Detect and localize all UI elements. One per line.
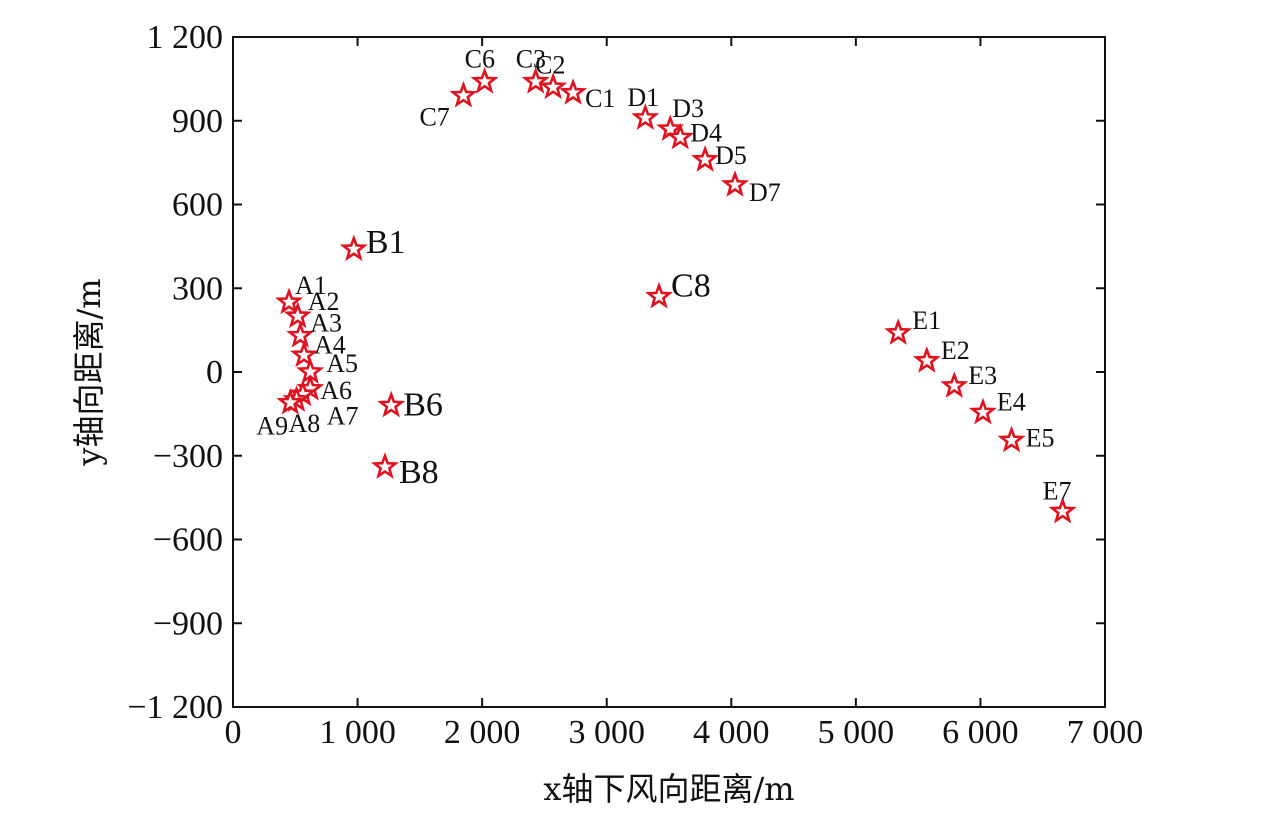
point-D1	[631, 103, 660, 130]
point-label-A5: A5	[326, 349, 358, 378]
point-label-A2: A2	[308, 287, 340, 316]
point-label-E7: E7	[1043, 477, 1072, 506]
point-label-A4: A4	[314, 330, 346, 359]
data-points	[275, 66, 1077, 524]
y-tick-label: 600	[172, 187, 223, 224]
point-label-A3: A3	[310, 309, 342, 338]
point-label-B8: B8	[399, 454, 439, 491]
point-B6	[377, 390, 406, 418]
y-tick-label: 900	[172, 103, 223, 140]
tick-labels: 0 1 000 2 000 3 000 4 000 5 000 6 000 7 000 −1 2…	[127, 19, 1143, 751]
point-E7	[1048, 496, 1077, 524]
y-axis-title: y轴向距离/m	[70, 278, 108, 466]
point-D5	[691, 145, 720, 172]
x-tick-label: 0	[225, 714, 242, 751]
y-tick-label: 1 200	[147, 19, 224, 56]
point-C7	[449, 80, 478, 108]
point-label-C3: C3	[516, 45, 546, 74]
y-tick-label: 300	[172, 270, 223, 307]
point-E3	[940, 371, 969, 398]
point-D7	[721, 170, 750, 197]
point-B8	[370, 452, 399, 479]
point-label-C6: C6	[465, 45, 495, 74]
point-label-A8: A8	[289, 409, 321, 438]
point-E5	[997, 425, 1026, 453]
point-label-A1: A1	[295, 271, 327, 300]
point-E4	[968, 397, 997, 425]
point-label-D5: D5	[715, 141, 747, 170]
point-label-A9: A9	[256, 412, 288, 441]
x-tick-label: 5 000	[818, 714, 895, 751]
point-label-E5: E5	[1026, 423, 1055, 452]
y-tick-label: −600	[153, 522, 223, 559]
point-A3	[286, 320, 315, 348]
point-label-D7: D7	[749, 178, 781, 207]
y-tick-label: −1 200	[127, 689, 223, 726]
point-label-E1: E1	[912, 306, 941, 335]
point-label-D4: D4	[690, 119, 722, 148]
point-C8	[645, 281, 674, 309]
y-tick-label: −900	[153, 605, 223, 642]
point-A4	[289, 340, 319, 368]
x-tick-label: 2 000	[444, 714, 521, 751]
point-C1	[559, 78, 588, 105]
point-B1	[339, 234, 368, 262]
axis-ticks	[232, 36, 1106, 708]
point-label-D3: D3	[672, 94, 704, 123]
point-D4	[666, 122, 695, 150]
x-tick-label: 6 000	[942, 714, 1019, 751]
point-label-A7: A7	[327, 401, 359, 430]
y-tick-label: 0	[206, 354, 223, 391]
point-label-C2: C2	[535, 50, 565, 79]
x-tick-label: 7 000	[1067, 714, 1144, 751]
point-label-C7: C7	[419, 103, 449, 132]
point-label-C8: C8	[671, 268, 711, 305]
x-tick-label: 1 000	[319, 714, 396, 751]
point-A1	[275, 287, 304, 315]
point-C6	[470, 66, 499, 94]
point-label-A6: A6	[320, 376, 352, 405]
x-tick-label: 3 000	[568, 714, 645, 751]
point-E2	[912, 346, 941, 373]
point-label-B6: B6	[403, 387, 443, 424]
point-label-D1: D1	[627, 83, 659, 112]
point-E1	[884, 318, 913, 345]
point-C2	[539, 72, 568, 100]
point-label-B1: B1	[366, 224, 406, 261]
x-tick-label: 4 000	[693, 714, 770, 751]
y-tick-label: −300	[153, 438, 223, 475]
point-label-E2: E2	[941, 336, 970, 365]
point-C3	[521, 66, 550, 94]
point-label-E3: E3	[968, 361, 997, 390]
point-label-C1: C1	[585, 84, 615, 113]
point-A2	[283, 301, 312, 329]
point-label-E4: E4	[997, 387, 1026, 416]
point-A9	[276, 387, 305, 415]
x-axis-title: x轴下风向距离/m	[543, 770, 794, 808]
